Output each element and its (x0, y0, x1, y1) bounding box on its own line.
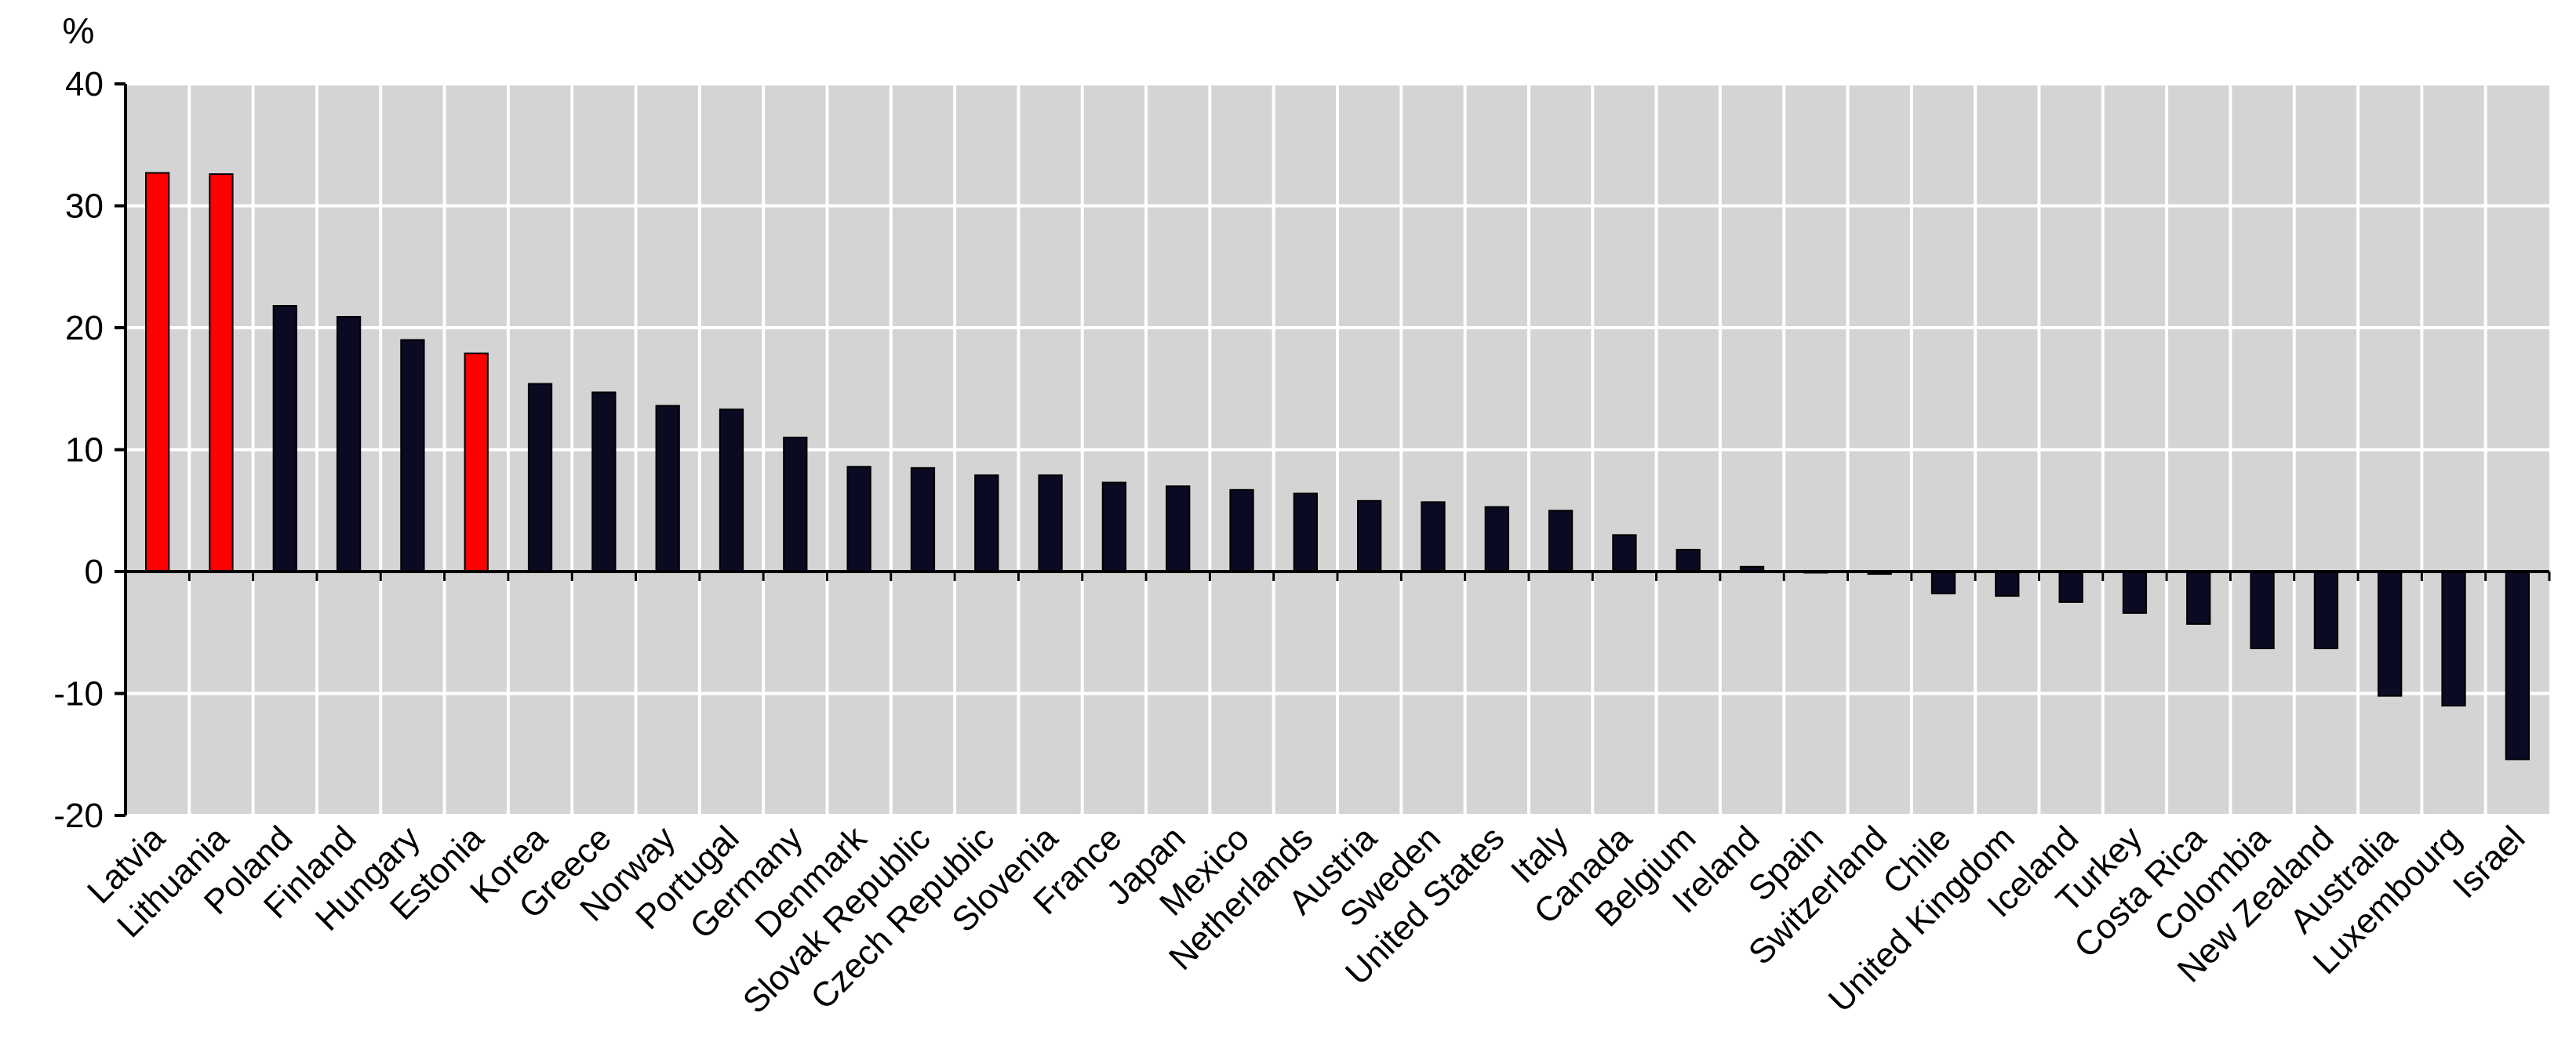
bar-australia (2378, 571, 2403, 697)
x-tick-labels: LatviaLithuaniaPolandFinlandHungaryEston… (80, 819, 2532, 1021)
bar-new-zealand (2313, 571, 2339, 649)
bar-slovenia (1038, 474, 1063, 573)
bar-turkey (2122, 571, 2148, 614)
bar-lithuania (209, 173, 234, 572)
y-tick-labels: 40 30 20 10 0 -10 -20 (53, 65, 104, 835)
bar-belgium (1675, 549, 1701, 573)
bar-canada (1612, 534, 1637, 572)
y-tick-label: 0 (85, 553, 104, 591)
bar-slovak-republic (910, 467, 936, 573)
bar-sweden (1421, 501, 1446, 572)
bar-czech-republic (974, 474, 999, 573)
bar-luxembourg (2441, 571, 2466, 707)
y-tick-label: 40 (65, 65, 104, 103)
bar-portugal (719, 408, 744, 572)
y-tick-label: 30 (65, 187, 104, 226)
bar-denmark (846, 466, 871, 573)
bar-costa-rica (2186, 571, 2211, 625)
y-tick-label: -20 (53, 797, 104, 835)
bar-greece (591, 391, 617, 573)
bar-france (1101, 481, 1127, 572)
bar-austria (1357, 499, 1382, 572)
y-tick-label: 20 (65, 309, 104, 347)
bar-germany (783, 436, 808, 573)
y-tick-label: -10 (53, 675, 104, 713)
y-unit-label: % (63, 10, 95, 51)
bar-iceland (2058, 571, 2083, 603)
bar-japan (1166, 485, 1191, 573)
y-tick-label: 10 (65, 431, 104, 470)
bar-hungary (400, 339, 425, 572)
bar-italy (1548, 510, 1574, 572)
bar-korea (527, 383, 553, 572)
bar-united-kingdom (1995, 571, 2020, 597)
bar-chile (1930, 571, 1956, 594)
bar-latvia (145, 172, 170, 572)
bars (145, 172, 2530, 761)
bar-united-states (1484, 506, 1509, 573)
bar-finland (336, 316, 362, 572)
gridlines (126, 82, 2549, 817)
bar-netherlands (1293, 492, 1318, 572)
bar-israel (2505, 571, 2530, 761)
bar-norway (655, 405, 680, 573)
bar-mexico (1229, 488, 1254, 572)
bar-estonia (464, 352, 489, 572)
axes (115, 82, 2551, 817)
bar-poland (272, 305, 297, 572)
bar-colombia (2250, 571, 2275, 649)
x-tick-label: Israel (2446, 819, 2533, 906)
